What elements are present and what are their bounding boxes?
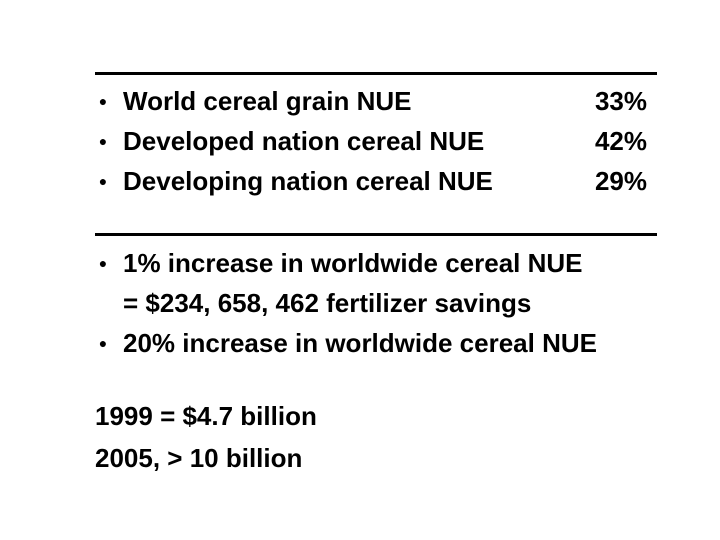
total-2005: 2005, > 10 billion	[95, 443, 303, 473]
nue-row-developed: ● Developed nation cereal NUE 42%	[95, 121, 657, 161]
nue-row-value: 42%	[594, 126, 647, 156]
nue-row-world: ● World cereal grain NUE 33%	[95, 81, 657, 121]
bullet-icon: ●	[98, 255, 108, 271]
increase-point-1-continuation: = $234, 658, 462 fertilizer savings	[95, 283, 657, 323]
increase-point-savings-text: = $234, 658, 462 fertilizer savings	[123, 288, 532, 318]
total-1999: 1999 = $4.7 billion	[95, 401, 317, 431]
nue-row-label: World cereal grain NUE	[123, 86, 412, 116]
nue-row-label: Developed nation cereal NUE	[123, 126, 485, 156]
increase-point-text: 1% increase in worldwide cereal NUE	[123, 248, 583, 278]
bullet-icon: ●	[98, 133, 108, 149]
bullet-icon: ●	[98, 93, 108, 109]
bullet-icon: ●	[98, 335, 108, 351]
middle-rule	[95, 233, 657, 236]
increase-point-text: 20% increase in worldwide cereal NUE	[123, 328, 597, 358]
increase-point-1: ● 1% increase in worldwide cereal NUE	[95, 243, 657, 283]
nue-row-developing: ● Developing nation cereal NUE 29%	[95, 161, 657, 201]
nue-row-value: 29%	[594, 166, 647, 196]
increase-point-2: ● 20% increase in worldwide cereal NUE	[95, 323, 657, 363]
top-rule	[95, 72, 657, 75]
nue-row-value: 33%	[594, 86, 647, 116]
nue-row-label: Developing nation cereal NUE	[123, 166, 493, 196]
bullet-icon: ●	[98, 173, 108, 189]
